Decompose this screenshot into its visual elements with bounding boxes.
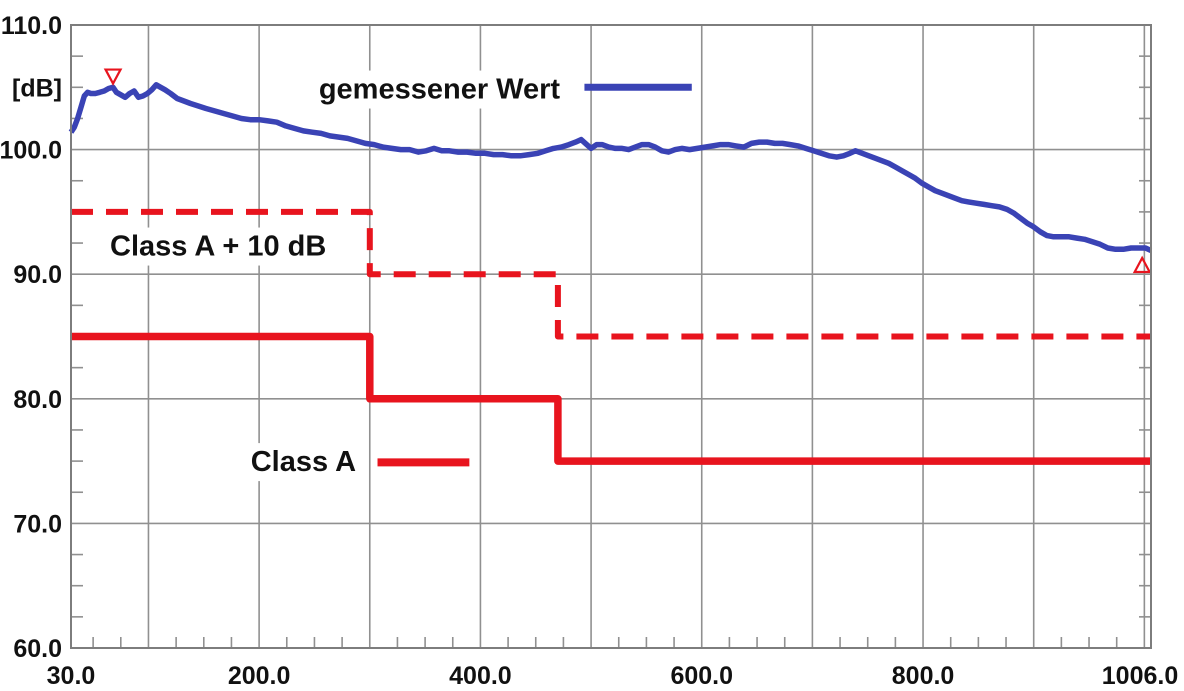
x-tick-label: 30.0 [47,662,96,690]
legend-label-class-a: Class A [251,446,356,478]
x-tick-label: 600.0 [670,662,733,690]
y-tick-label: 110.0 [1,12,62,40]
y-axis-unit-label: [dB] [12,74,62,102]
series-line-class-a-10-db [71,208,1151,340]
series-line-class-a [71,332,1151,465]
marker-triangle-down-icon [103,68,123,86]
x-tick-label: 400.0 [449,662,512,690]
y-tick-label: 70.0 [13,510,62,538]
series-line-gemessener-wert [68,82,1153,254]
y-tick-label: 60.0 [13,635,62,663]
y-tick-label: 100.0 [0,137,62,165]
legend-label-class-a-plus-10: Class A + 10 dB [110,231,326,263]
marker-triangle-up-icon [1132,255,1152,274]
x-tick-label: 200.0 [228,662,291,690]
y-tick-label: 80.0 [13,386,62,414]
x-tick-label: 800.0 [892,662,955,690]
plot-frame [70,24,1152,649]
legend-label-bg-class-a-plus-10 [103,227,334,266]
y-tick-label: 90.0 [13,261,62,289]
legend-label-bg-measured [311,70,568,109]
legend-label-bg-class-a [243,443,364,482]
legend-label-measured: gemessener Wert [319,74,561,106]
x-tick-label: 1006.0 [1102,662,1178,690]
